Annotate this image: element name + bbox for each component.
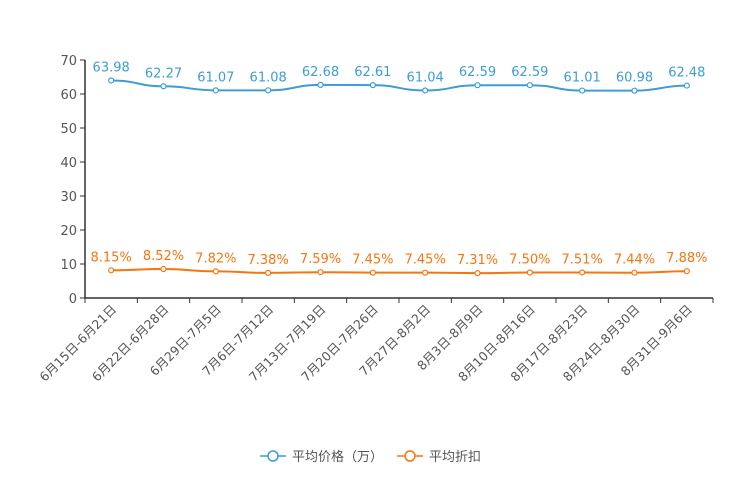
data-label: 7.51% [562,252,603,267]
data-label: 7.88% [666,251,707,266]
data-point [108,267,115,274]
series-line-0 [111,79,687,92]
data-label: 62.48 [668,66,705,81]
data-point [579,269,586,276]
data-label: 62.27 [145,66,182,81]
data-label: 7.82% [195,251,236,266]
data-point [160,83,167,90]
data-point [369,269,376,276]
data-label: 7.59% [300,252,341,267]
data-label: 7.45% [405,253,446,268]
data-point [265,269,272,277]
data-point [212,87,219,94]
y-tick-label: 50 [60,122,77,137]
data-point [265,87,272,94]
y-tick-label: 20 [60,224,77,239]
data-label: 61.07 [197,70,234,85]
legend-marker-price-icon [260,449,286,462]
legend-label-price: 平均价格（万） [292,450,384,465]
y-tick-label: 0 [69,292,77,307]
data-label: 62.61 [354,65,391,80]
data-label: 63.98 [93,60,130,75]
data-point [160,265,167,273]
legend-label-discount: 平均折扣 [429,450,482,465]
legend: 平均价格（万） 平均折扣 [260,446,481,465]
data-point [579,87,586,94]
y-tick-label: 60 [60,88,77,103]
data-label: 61.01 [564,71,601,86]
data-label: 62.59 [511,65,548,80]
data-point [212,268,219,275]
data-label: 7.50% [509,253,550,268]
y-tick-label: 10 [60,258,77,273]
data-label: 61.04 [407,70,444,85]
data-point [631,269,638,276]
data-label: 61.08 [250,70,287,85]
data-label: 7.44% [614,253,655,268]
data-point [526,82,533,89]
data-label: 62.59 [459,65,496,80]
data-point [526,269,533,276]
series-line-1 [111,268,687,275]
data-label: 8.15% [91,250,132,265]
legend-marker-discount-icon [397,449,424,462]
data-point [422,87,429,94]
data-label: 7.38% [248,253,289,268]
data-point [474,82,481,89]
y-tick-label: 30 [60,190,77,205]
data-label: 7.31% [457,253,498,268]
data-point [317,269,324,276]
data-point [683,268,690,275]
data-label: 7.45% [352,253,393,268]
data-point [422,269,429,276]
data-point [317,81,324,88]
data-label: 62.68 [302,65,339,80]
data-point [683,82,690,89]
data-point [474,270,481,277]
data-point [108,77,115,84]
data-label: 8.52% [143,249,184,264]
data-point [369,82,376,89]
legend-item-discount[interactable]: 平均折扣 [397,446,481,465]
y-tick-label: 40 [60,156,77,171]
legend-item-price[interactable]: 平均价格（万） [260,446,383,465]
y-tick-label: 70 [60,54,77,69]
data-label: 60.98 [616,71,653,86]
data-point [631,87,638,94]
